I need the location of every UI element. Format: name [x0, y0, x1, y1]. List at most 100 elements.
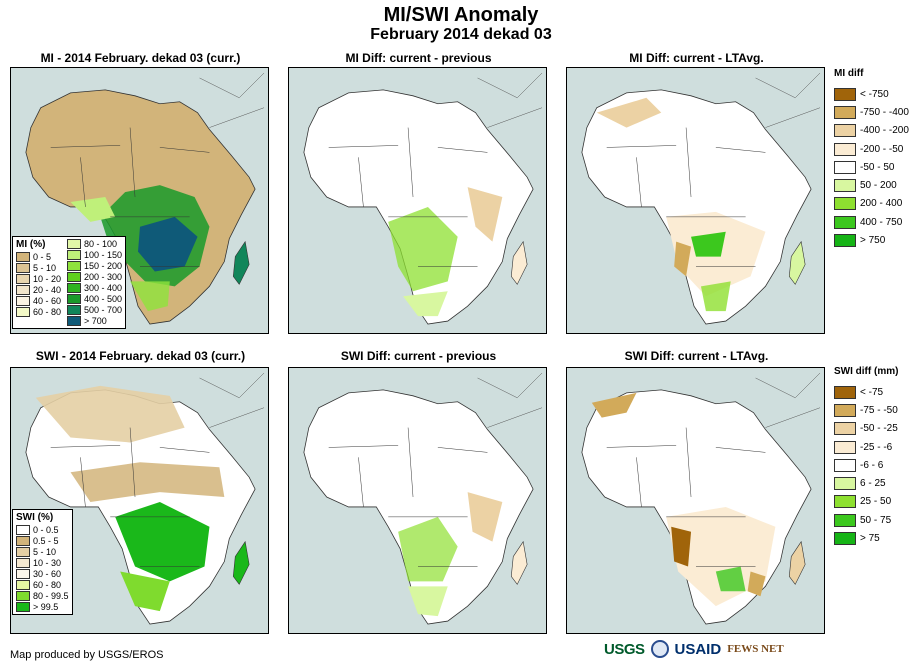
- legend-swatch: [67, 260, 82, 271]
- legend-swatch: [834, 215, 856, 229]
- legend-label: 20 - 40: [33, 284, 62, 295]
- panel-title-swi-diff-lta: SWI Diff: current - LTAvg.: [624, 349, 769, 363]
- swi-legend-entry: 60 - 80: [16, 579, 69, 590]
- legend-label: 150 - 200: [84, 260, 123, 271]
- legend-swatch: [16, 295, 30, 306]
- legend-swatch: [834, 458, 856, 472]
- legend-swatch: [16, 251, 30, 262]
- legend-swatch: [16, 306, 30, 317]
- swi-diff-legend-entry: -25 - -6: [834, 438, 898, 456]
- legend-swatch: [834, 495, 856, 509]
- legend-swatch: [834, 142, 856, 156]
- legend-swatch: [67, 238, 82, 249]
- usgs-logo: USGS: [604, 640, 645, 658]
- mi-legend-entry: 150 - 200: [67, 260, 122, 271]
- legend-swatch: [67, 249, 82, 260]
- swi-diff-legend-title: SWI diff (mm): [834, 366, 899, 377]
- mi-legend-entry: 100 - 150: [67, 249, 122, 260]
- legend-swatch: [67, 304, 82, 315]
- mi-diff-legend-entry: 400 - 750: [834, 213, 909, 231]
- legend-swatch: [834, 105, 856, 119]
- mi-legend-entry: 40 - 60: [16, 295, 61, 306]
- mi-diff-legend-entry: 200 - 400: [834, 195, 909, 213]
- legend-swatch: [16, 568, 30, 579]
- mi-legend-entry: 200 - 300: [67, 271, 122, 282]
- map-swi-diff-prev: [288, 367, 547, 634]
- legend-swatch: [834, 532, 856, 546]
- mi-diff-legend-entry: -200 - -50: [834, 140, 909, 158]
- legend-swatch: [834, 160, 856, 174]
- logo-strip: USGS USAID FEWS NET: [604, 640, 784, 658]
- legend-swatch: [834, 197, 856, 211]
- legend-label: -200 - -50: [860, 143, 904, 155]
- legend-label: 60 - 80: [33, 306, 62, 317]
- swi-diff-legend-entry: -6 - 6: [834, 456, 898, 474]
- swi-legend-title: SWI (%): [16, 512, 54, 523]
- mi-diff-legend-entry: -400 - -200: [834, 122, 909, 140]
- map-swi-diff-lta: [566, 367, 825, 634]
- mi-legend-entry: 10 - 20: [16, 273, 61, 284]
- legend-swatch: [67, 271, 82, 282]
- legend-swatch: [834, 87, 856, 101]
- swi-diff-legend-entry: > 75: [834, 529, 898, 547]
- legend-label: < -750: [860, 88, 889, 100]
- map-mi-diff-prev: [288, 67, 547, 334]
- legend-swatch: [67, 282, 82, 293]
- legend-label: 10 - 30: [33, 557, 62, 568]
- africa-map: [303, 372, 543, 625]
- legend-label: 10 - 20: [33, 273, 62, 284]
- legend-label: -75 - -50: [860, 404, 898, 416]
- usaid-seal-icon: [650, 640, 669, 658]
- africa-map: [581, 372, 821, 625]
- credit-text: Map produced by USGS/EROS: [10, 649, 164, 661]
- legend-swatch: [834, 422, 856, 436]
- swi-legend-entry: 10 - 30: [16, 557, 69, 568]
- africa-map: [25, 372, 265, 625]
- swi-diff-legend-entry: -75 - -50: [834, 401, 898, 419]
- legend-label: 60 - 80: [33, 579, 62, 590]
- mi-legend-entry: 0 - 5: [16, 251, 61, 262]
- legend-swatch: [16, 284, 30, 295]
- legend-swatch: [16, 601, 30, 612]
- legend-swatch: [834, 477, 856, 491]
- legend-label: 30 - 60: [33, 568, 62, 579]
- mi-diff-legend-entry: 50 - 200: [834, 176, 909, 194]
- africa-map: [25, 72, 265, 325]
- swi-diff-legend-entry: 6 - 25: [834, 474, 898, 492]
- panel-title-mi-current: MI - 2014 February. dekad 03 (curr.): [40, 51, 241, 65]
- usaid-logo: USAID: [674, 640, 722, 658]
- legend-swatch: [16, 262, 30, 273]
- legend-label: 0 - 5: [33, 251, 52, 262]
- swi-diff-legend: SWI diff (mm) < -75 -75 - -50 -50 - -25 -25…: [834, 366, 898, 548]
- mi-diff-legend-entry: -750 - -400: [834, 103, 909, 121]
- legend-label: > 75: [860, 533, 880, 545]
- swi-diff-legend-entry: 25 - 50: [834, 493, 898, 511]
- legend-label: 300 - 400: [84, 282, 123, 293]
- swi-legend-entry: 0.5 - 5: [16, 535, 69, 546]
- panel-title-swi-diff-prev: SWI Diff: current - previous: [340, 349, 497, 363]
- legend-label: 6 - 25: [860, 478, 886, 490]
- swi-legend-entry: 5 - 10: [16, 546, 69, 557]
- mi-legend-entry: 500 - 700: [67, 304, 122, 315]
- map-swi-current: [10, 367, 269, 634]
- mi-legend-title: MI (%): [16, 239, 46, 250]
- mi-legend-entry: > 700: [67, 315, 122, 326]
- panel-title-swi-current: SWI - 2014 February. dekad 03 (curr.): [35, 349, 246, 363]
- mi-legend-entry: 60 - 80: [16, 306, 61, 317]
- fews-net-logo: FEWS NET: [727, 643, 784, 655]
- legend-label: 50 - 200: [860, 180, 897, 192]
- swi-legend-entry: 80 - 99.5: [16, 590, 69, 601]
- legend-label: -50 - -25: [860, 423, 898, 435]
- legend-swatch: [67, 293, 82, 304]
- legend-label: 40 - 60: [33, 295, 62, 306]
- legend-label: 100 - 150: [84, 249, 123, 260]
- swi-legend-entry: 0 - 0.5: [16, 524, 69, 535]
- legend-swatch: [67, 315, 82, 326]
- legend-swatch: [16, 579, 30, 590]
- mi-legend-entry: 300 - 400: [67, 282, 122, 293]
- legend-swatch: [834, 440, 856, 454]
- legend-label: 200 - 400: [860, 198, 903, 210]
- legend-label: 5 - 10: [33, 546, 57, 557]
- legend-label: 25 - 50: [860, 496, 892, 508]
